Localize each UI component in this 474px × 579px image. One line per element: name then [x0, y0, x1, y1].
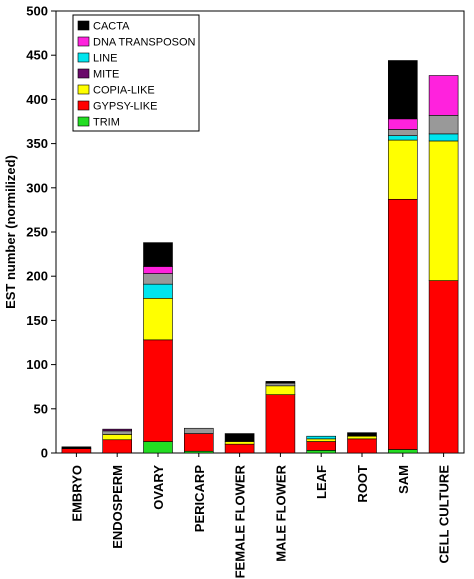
bar-segment [143, 297, 173, 341]
bar-segment [347, 435, 377, 440]
bar-segment [184, 427, 214, 434]
x-tick-label: OVARY [151, 465, 166, 510]
bar-segment [102, 428, 132, 432]
y-tick-label: 100 [26, 357, 48, 372]
y-tick-label: 500 [26, 4, 48, 19]
bar-segment [61, 448, 92, 454]
x-tick-label: EMBRYO [69, 465, 84, 522]
bar-segment [143, 441, 173, 454]
bar-segment [428, 140, 459, 281]
legend-label: COPIA-LIKE [93, 85, 155, 97]
y-tick-label: 350 [26, 136, 48, 151]
bar-segment [143, 283, 173, 299]
y-tick-label: 250 [26, 225, 48, 240]
bar-segment [265, 381, 296, 384]
legend-swatch [77, 84, 90, 95]
bar-segment [347, 438, 377, 454]
bar-segment [306, 450, 337, 454]
x-tick-label: CELL CULTURE [437, 465, 452, 564]
legend-box [72, 14, 200, 132]
bar-segment [428, 280, 459, 454]
bar-segment [143, 339, 173, 442]
y-tick-label: 450 [26, 48, 48, 63]
legend: CACTA DNA TRANSPOSON LINE MITE COPIA-LIKE GYP… [72, 14, 200, 132]
legend-swatch [77, 36, 90, 47]
bar-segment [265, 394, 296, 454]
y-tick-label: 150 [26, 313, 48, 328]
bar-segment [224, 443, 255, 454]
bar-segment [387, 135, 418, 141]
bar-segment [387, 129, 418, 136]
x-tick-label: LEAF [314, 465, 329, 499]
legend-label: LINE [93, 53, 117, 65]
bar-segment [428, 133, 459, 142]
bar-segment [387, 118, 418, 130]
x-axis: EMBRYO ENDOSPERM OVARY PERICARP FEMALE FLOWE… [69, 453, 452, 578]
bar-segment [347, 432, 377, 437]
x-tick-label: ENDOSPERM [110, 465, 125, 549]
legend-swatch [77, 68, 90, 79]
y-axis: 0 50 100 150 200 250 300 350 400 450 500 [26, 4, 56, 461]
bar-segment [184, 433, 214, 452]
bar-segment [387, 198, 418, 450]
legend-label: TRIM [93, 117, 120, 129]
bars [61, 60, 459, 454]
y-tick-label: 200 [26, 269, 48, 284]
bar-segment [224, 433, 255, 442]
legend-swatch [77, 20, 90, 31]
legend-label: CACTA [93, 21, 130, 33]
legend-label: GYPSY-LIKE [93, 101, 157, 113]
y-tick-label: 300 [26, 180, 48, 195]
bar-segment [61, 446, 92, 449]
bar-segment [102, 430, 132, 435]
bar-segment [265, 385, 296, 395]
y-tick-label: 0 [41, 446, 48, 461]
bar-segment [265, 382, 296, 387]
bar-segment [143, 273, 173, 285]
bar-segment [224, 441, 255, 445]
bar-segment [306, 435, 337, 440]
x-tick-label: PERICARP [192, 465, 207, 533]
legend-label: MITE [93, 69, 119, 81]
y-axis-title: EST number (normilized) [3, 155, 18, 309]
legend-label: DNA TRANSPOSON [93, 37, 196, 49]
x-tick-label: SAM [396, 465, 411, 494]
bar-segment [143, 242, 173, 267]
bar-segment [387, 139, 418, 200]
legend-swatch [77, 52, 90, 63]
x-tick-label: MALE FLOWER [273, 464, 288, 561]
legend-swatch [77, 116, 90, 127]
x-tick-label: FEMALE FLOWER [233, 464, 248, 578]
bar-segment [143, 266, 173, 274]
bar-segment [102, 439, 132, 454]
bar-segment [306, 438, 337, 442]
bar-segment [387, 449, 418, 454]
bar-segment [387, 60, 418, 120]
y-tick-label: 400 [26, 92, 48, 107]
bar-segment [306, 441, 337, 451]
bar-segment [428, 115, 459, 135]
x-tick-label: ROOT [355, 465, 370, 503]
bar-segment [102, 434, 132, 441]
y-tick-label: 50 [34, 401, 48, 416]
legend-swatch [77, 100, 90, 111]
bar-segment [428, 75, 459, 116]
